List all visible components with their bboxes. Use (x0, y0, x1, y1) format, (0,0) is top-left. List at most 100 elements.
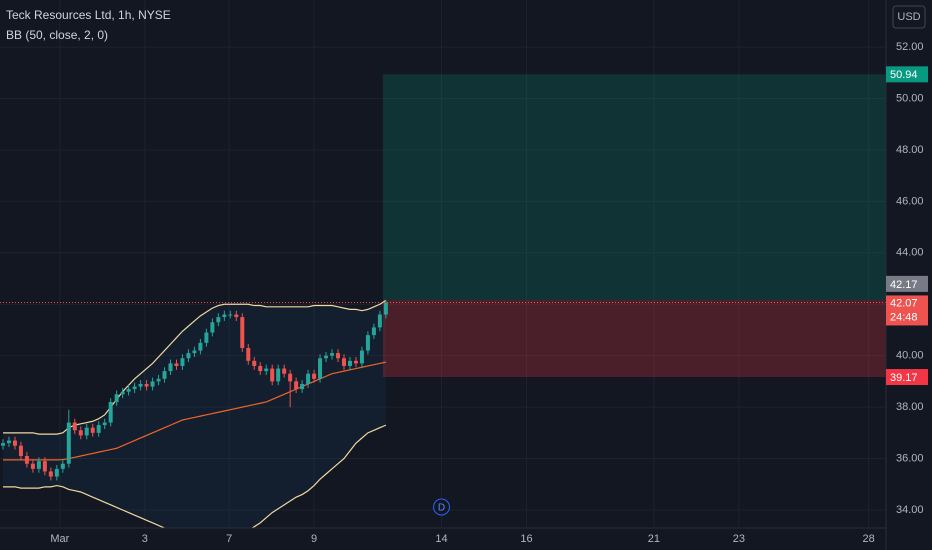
candle-body (108, 401, 113, 423)
y-tick-label: 34.00 (896, 504, 924, 516)
chart-title: Teck Resources Ltd, 1h, NYSE (6, 8, 171, 22)
candle-body (78, 430, 83, 436)
price-tag (886, 66, 928, 83)
candle-body (276, 368, 281, 382)
currency: USD (897, 11, 920, 23)
candle-body (114, 394, 119, 402)
x-tick-label: 21 (648, 533, 660, 545)
x-tick-label: 14 (435, 533, 447, 545)
y-tick-label: 40.00 (896, 350, 924, 362)
candle-body (306, 373, 311, 384)
currency-box[interactable] (892, 5, 926, 29)
candle-body (66, 422, 71, 464)
candle-body (371, 327, 376, 336)
candle-body (102, 422, 107, 426)
plot-area (0, 74, 886, 528)
candle-body (138, 383, 143, 387)
candle-body (12, 440, 17, 446)
candle-body (210, 322, 215, 333)
candle-body (330, 353, 335, 356)
candle-body (377, 314, 382, 328)
candle-body (365, 335, 370, 351)
x-tick-label: 16 (520, 533, 532, 545)
candle-body (72, 422, 77, 431)
y-tick-label: 38.00 (896, 401, 924, 413)
candle-body (18, 445, 23, 456)
candle-body (120, 391, 125, 395)
y-tick-label: 44.00 (896, 247, 924, 259)
candle-body (96, 425, 101, 433)
candle-body (24, 455, 29, 464)
price-tag-label: 50.94 (890, 69, 918, 81)
candle-body (162, 371, 167, 379)
candle-body (353, 360, 358, 364)
axes: 34.0036.0038.0040.0042.0044.0046.0048.00… (50, 41, 923, 545)
candle-body (312, 373, 317, 379)
candle-body (341, 358, 346, 366)
candle-body (198, 342, 203, 351)
candle-body (30, 463, 35, 469)
candle-body (180, 358, 185, 366)
candle-body (90, 427, 95, 433)
candle-body (216, 317, 221, 323)
candle-body (234, 314, 239, 318)
grid (0, 0, 886, 528)
x-tick-label: 9 (311, 533, 317, 545)
dividend-label: D (438, 503, 445, 514)
last-price-label: 42.07 (890, 297, 918, 309)
candle-body (36, 461, 41, 469)
candle-body (240, 317, 245, 348)
candle-body (294, 381, 299, 390)
candle-body (42, 461, 47, 472)
candle-body (347, 360, 352, 366)
candle-body (0, 443, 5, 446)
price-tag (886, 369, 928, 386)
candle-body (246, 347, 251, 361)
candle-body (258, 365, 263, 372)
y-tick-label: 46.00 (896, 195, 924, 207)
candle-body (144, 383, 149, 387)
candle-body (288, 373, 293, 382)
candle-body (359, 350, 364, 364)
candle-body (126, 389, 131, 392)
price-tag (886, 275, 928, 292)
x-tick-label: 23 (733, 533, 745, 545)
candle-body (186, 353, 191, 359)
y-tick-label: 52.00 (896, 41, 924, 53)
y-tick-label: 36.00 (896, 452, 924, 464)
candle-body (60, 463, 65, 469)
candle-body (222, 314, 227, 318)
candle-body (336, 353, 341, 359)
y-tick-label: 48.00 (896, 144, 924, 156)
candle-body (270, 368, 275, 382)
candle-body (150, 381, 155, 387)
band-fill (2, 300, 386, 528)
x-tick-label: 3 (142, 533, 148, 545)
candle-body (132, 386, 137, 390)
candle-body (228, 314, 233, 316)
candle-body (264, 368, 269, 372)
price-tag-label: 42.17 (890, 279, 918, 291)
bollinger-lower (2, 424, 387, 528)
candle-body (324, 355, 329, 359)
candle-body (252, 360, 257, 366)
indicator-label: BB (50, close, 2, 0) (6, 28, 108, 42)
last-price-tag (886, 295, 928, 326)
candle-body (383, 302, 388, 315)
candle-body (54, 468, 59, 477)
loss-zone (382, 299, 886, 378)
price-tag-label: 39.17 (890, 372, 918, 384)
x-tick-label: 28 (863, 533, 875, 545)
dividend-marker (433, 498, 451, 516)
candle-body (48, 471, 53, 477)
profit-zone (382, 74, 886, 300)
x-tick-label: Mar (50, 533, 69, 545)
candle-body (300, 383, 305, 390)
candle-body (84, 427, 89, 436)
countdown-label: 24:48 (890, 311, 918, 323)
candle-body (156, 378, 161, 382)
candle-body (174, 363, 179, 366)
y-tick-label: 50.00 (896, 92, 924, 104)
